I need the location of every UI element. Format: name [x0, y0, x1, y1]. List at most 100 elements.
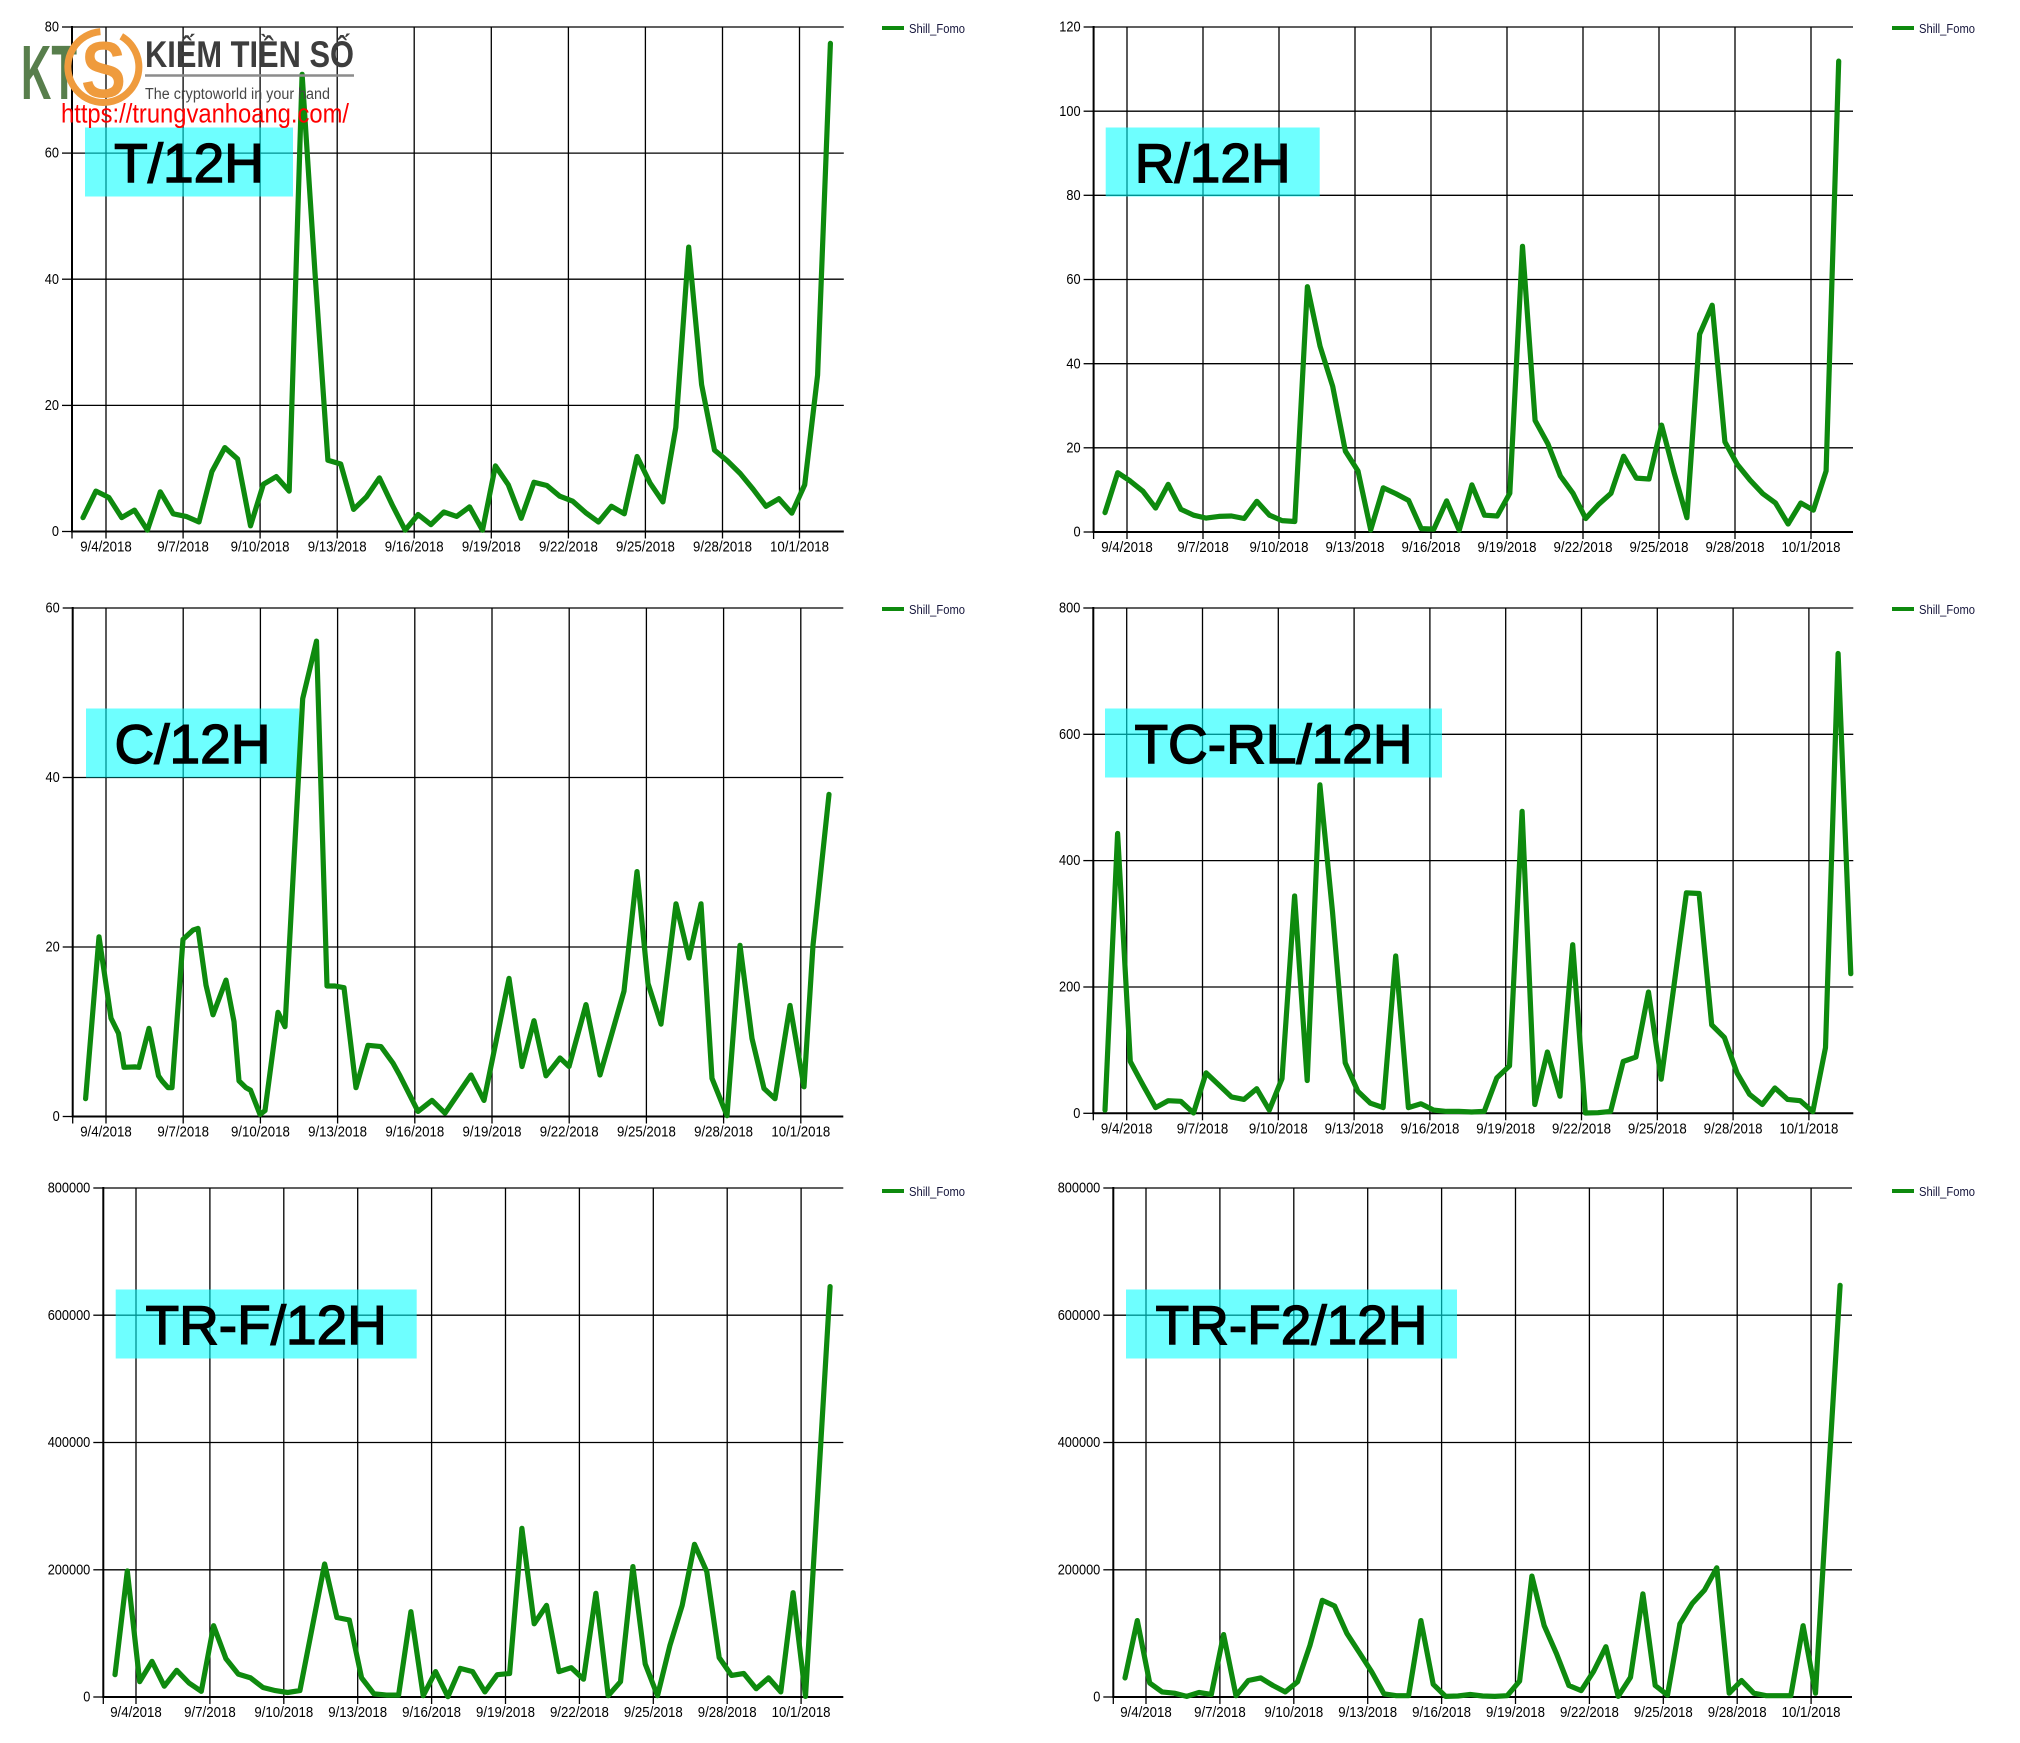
svg-text:9/10/2018: 9/10/2018 [231, 539, 290, 556]
svg-text:9/25/2018: 9/25/2018 [616, 539, 675, 556]
svg-text:600000: 600000 [48, 1307, 91, 1324]
svg-text:TR-F2/12H: TR-F2/12H [1156, 1294, 1428, 1356]
svg-text:10/1/2018: 10/1/2018 [1782, 1704, 1841, 1721]
svg-text:200000: 200000 [48, 1561, 91, 1578]
svg-text:10/1/2018: 10/1/2018 [1782, 539, 1841, 556]
svg-text:40: 40 [45, 271, 59, 288]
svg-text:9/19/2018: 9/19/2018 [1478, 539, 1537, 556]
svg-text:9/28/2018: 9/28/2018 [693, 539, 752, 556]
svg-text:40: 40 [46, 769, 60, 786]
svg-text:200000: 200000 [1058, 1561, 1101, 1578]
svg-text:9/10/2018: 9/10/2018 [1250, 539, 1309, 556]
svg-text:9/10/2018: 9/10/2018 [254, 1704, 313, 1721]
svg-text:Shill_Fomo: Shill_Fomo [909, 1184, 965, 1199]
svg-text:The cryptoworld in your hand: The cryptoworld in your hand [145, 86, 330, 103]
svg-text:TC-RL/12H: TC-RL/12H [1134, 713, 1412, 775]
svg-text:9/25/2018: 9/25/2018 [624, 1704, 683, 1721]
svg-text:T/12H: T/12H [114, 132, 264, 194]
svg-text:400000: 400000 [48, 1434, 91, 1451]
svg-text:9/13/2018: 9/13/2018 [308, 539, 367, 556]
svg-text:9/7/2018: 9/7/2018 [1177, 539, 1229, 556]
svg-text:0: 0 [1093, 1689, 1100, 1706]
svg-text:20: 20 [45, 397, 59, 414]
svg-text:800000: 800000 [1058, 1180, 1101, 1197]
svg-text:10/1/2018: 10/1/2018 [1779, 1120, 1838, 1137]
svg-text:9/19/2018: 9/19/2018 [1476, 1120, 1535, 1137]
svg-text:9/16/2018: 9/16/2018 [402, 1704, 461, 1721]
svg-text:9/4/2018: 9/4/2018 [1120, 1704, 1172, 1721]
svg-text:9/13/2018: 9/13/2018 [308, 1124, 367, 1141]
svg-text:9/25/2018: 9/25/2018 [1628, 1120, 1687, 1137]
svg-text:0: 0 [53, 1108, 60, 1125]
svg-text:10/1/2018: 10/1/2018 [772, 1704, 831, 1721]
svg-text:https://trungvanhoang.com/: https://trungvanhoang.com/ [61, 99, 349, 129]
svg-text:800000: 800000 [48, 1180, 91, 1197]
svg-text:9/25/2018: 9/25/2018 [617, 1124, 676, 1141]
svg-text:600: 600 [1059, 726, 1080, 743]
svg-text:9/22/2018: 9/22/2018 [550, 1704, 609, 1721]
svg-text:20: 20 [1066, 439, 1080, 456]
svg-text:20: 20 [46, 939, 60, 956]
svg-text:S: S [81, 25, 126, 114]
svg-text:C/12H: C/12H [115, 713, 271, 775]
svg-text:Shill_Fomo: Shill_Fomo [909, 21, 965, 36]
svg-text:9/13/2018: 9/13/2018 [328, 1704, 387, 1721]
svg-text:9/19/2018: 9/19/2018 [1486, 1704, 1545, 1721]
svg-text:9/4/2018: 9/4/2018 [110, 1704, 162, 1721]
svg-text:9/10/2018: 9/10/2018 [1264, 1704, 1323, 1721]
svg-text:9/22/2018: 9/22/2018 [1560, 1704, 1619, 1721]
svg-text:9/16/2018: 9/16/2018 [385, 539, 444, 556]
svg-text:R/12H: R/12H [1135, 132, 1291, 194]
svg-text:10/1/2018: 10/1/2018 [771, 1124, 830, 1141]
svg-text:200: 200 [1059, 979, 1080, 996]
svg-text:9/4/2018: 9/4/2018 [80, 539, 132, 556]
svg-text:KIẾM TIỀN SỐ: KIẾM TIỀN SỐ [145, 33, 354, 75]
svg-text:0: 0 [83, 1689, 90, 1706]
svg-text:0: 0 [1074, 524, 1081, 541]
svg-text:9/13/2018: 9/13/2018 [1325, 1120, 1384, 1137]
svg-text:9/4/2018: 9/4/2018 [80, 1124, 132, 1141]
svg-text:400: 400 [1059, 852, 1080, 869]
svg-text:60: 60 [46, 600, 60, 617]
svg-text:9/22/2018: 9/22/2018 [1552, 1120, 1611, 1137]
svg-text:9/28/2018: 9/28/2018 [698, 1704, 757, 1721]
svg-text:400000: 400000 [1058, 1434, 1101, 1451]
svg-text:9/28/2018: 9/28/2018 [1706, 539, 1765, 556]
svg-text:9/7/2018: 9/7/2018 [184, 1704, 236, 1721]
svg-text:9/16/2018: 9/16/2018 [1400, 1120, 1459, 1137]
svg-text:40: 40 [1066, 355, 1080, 372]
svg-text:60: 60 [1066, 271, 1080, 288]
svg-text:9/16/2018: 9/16/2018 [1402, 539, 1461, 556]
svg-text:9/19/2018: 9/19/2018 [462, 539, 521, 556]
svg-text:0: 0 [1073, 1105, 1080, 1122]
svg-text:800: 800 [1059, 600, 1080, 617]
svg-text:9/22/2018: 9/22/2018 [540, 1124, 599, 1141]
svg-text:80: 80 [1066, 187, 1080, 204]
svg-text:9/16/2018: 9/16/2018 [1412, 1704, 1471, 1721]
svg-text:Shill_Fomo: Shill_Fomo [1919, 1184, 1975, 1199]
svg-text:9/4/2018: 9/4/2018 [1101, 1120, 1153, 1137]
svg-text:9/19/2018: 9/19/2018 [476, 1704, 535, 1721]
svg-text:9/7/2018: 9/7/2018 [1194, 1704, 1246, 1721]
svg-text:9/25/2018: 9/25/2018 [1630, 539, 1689, 556]
svg-text:9/28/2018: 9/28/2018 [1704, 1120, 1763, 1137]
svg-text:10/1/2018: 10/1/2018 [770, 539, 829, 556]
svg-text:9/13/2018: 9/13/2018 [1326, 539, 1385, 556]
svg-text:9/10/2018: 9/10/2018 [1249, 1120, 1308, 1137]
svg-text:100: 100 [1059, 103, 1080, 120]
svg-text:120: 120 [1059, 19, 1080, 36]
svg-text:9/19/2018: 9/19/2018 [463, 1124, 522, 1141]
svg-text:Shill_Fomo: Shill_Fomo [909, 602, 965, 617]
svg-text:9/16/2018: 9/16/2018 [385, 1124, 444, 1141]
svg-text:9/4/2018: 9/4/2018 [1101, 539, 1153, 556]
svg-text:9/7/2018: 9/7/2018 [157, 539, 209, 556]
svg-text:9/10/2018: 9/10/2018 [231, 1124, 290, 1141]
svg-text:60: 60 [45, 145, 59, 162]
svg-text:Shill_Fomo: Shill_Fomo [1919, 21, 1975, 36]
svg-text:9/7/2018: 9/7/2018 [157, 1124, 209, 1141]
svg-text:600000: 600000 [1058, 1307, 1101, 1324]
svg-text:TR-F/12H: TR-F/12H [145, 1294, 386, 1356]
svg-text:9/22/2018: 9/22/2018 [1554, 539, 1613, 556]
svg-text:9/22/2018: 9/22/2018 [539, 539, 598, 556]
svg-text:9/13/2018: 9/13/2018 [1338, 1704, 1397, 1721]
